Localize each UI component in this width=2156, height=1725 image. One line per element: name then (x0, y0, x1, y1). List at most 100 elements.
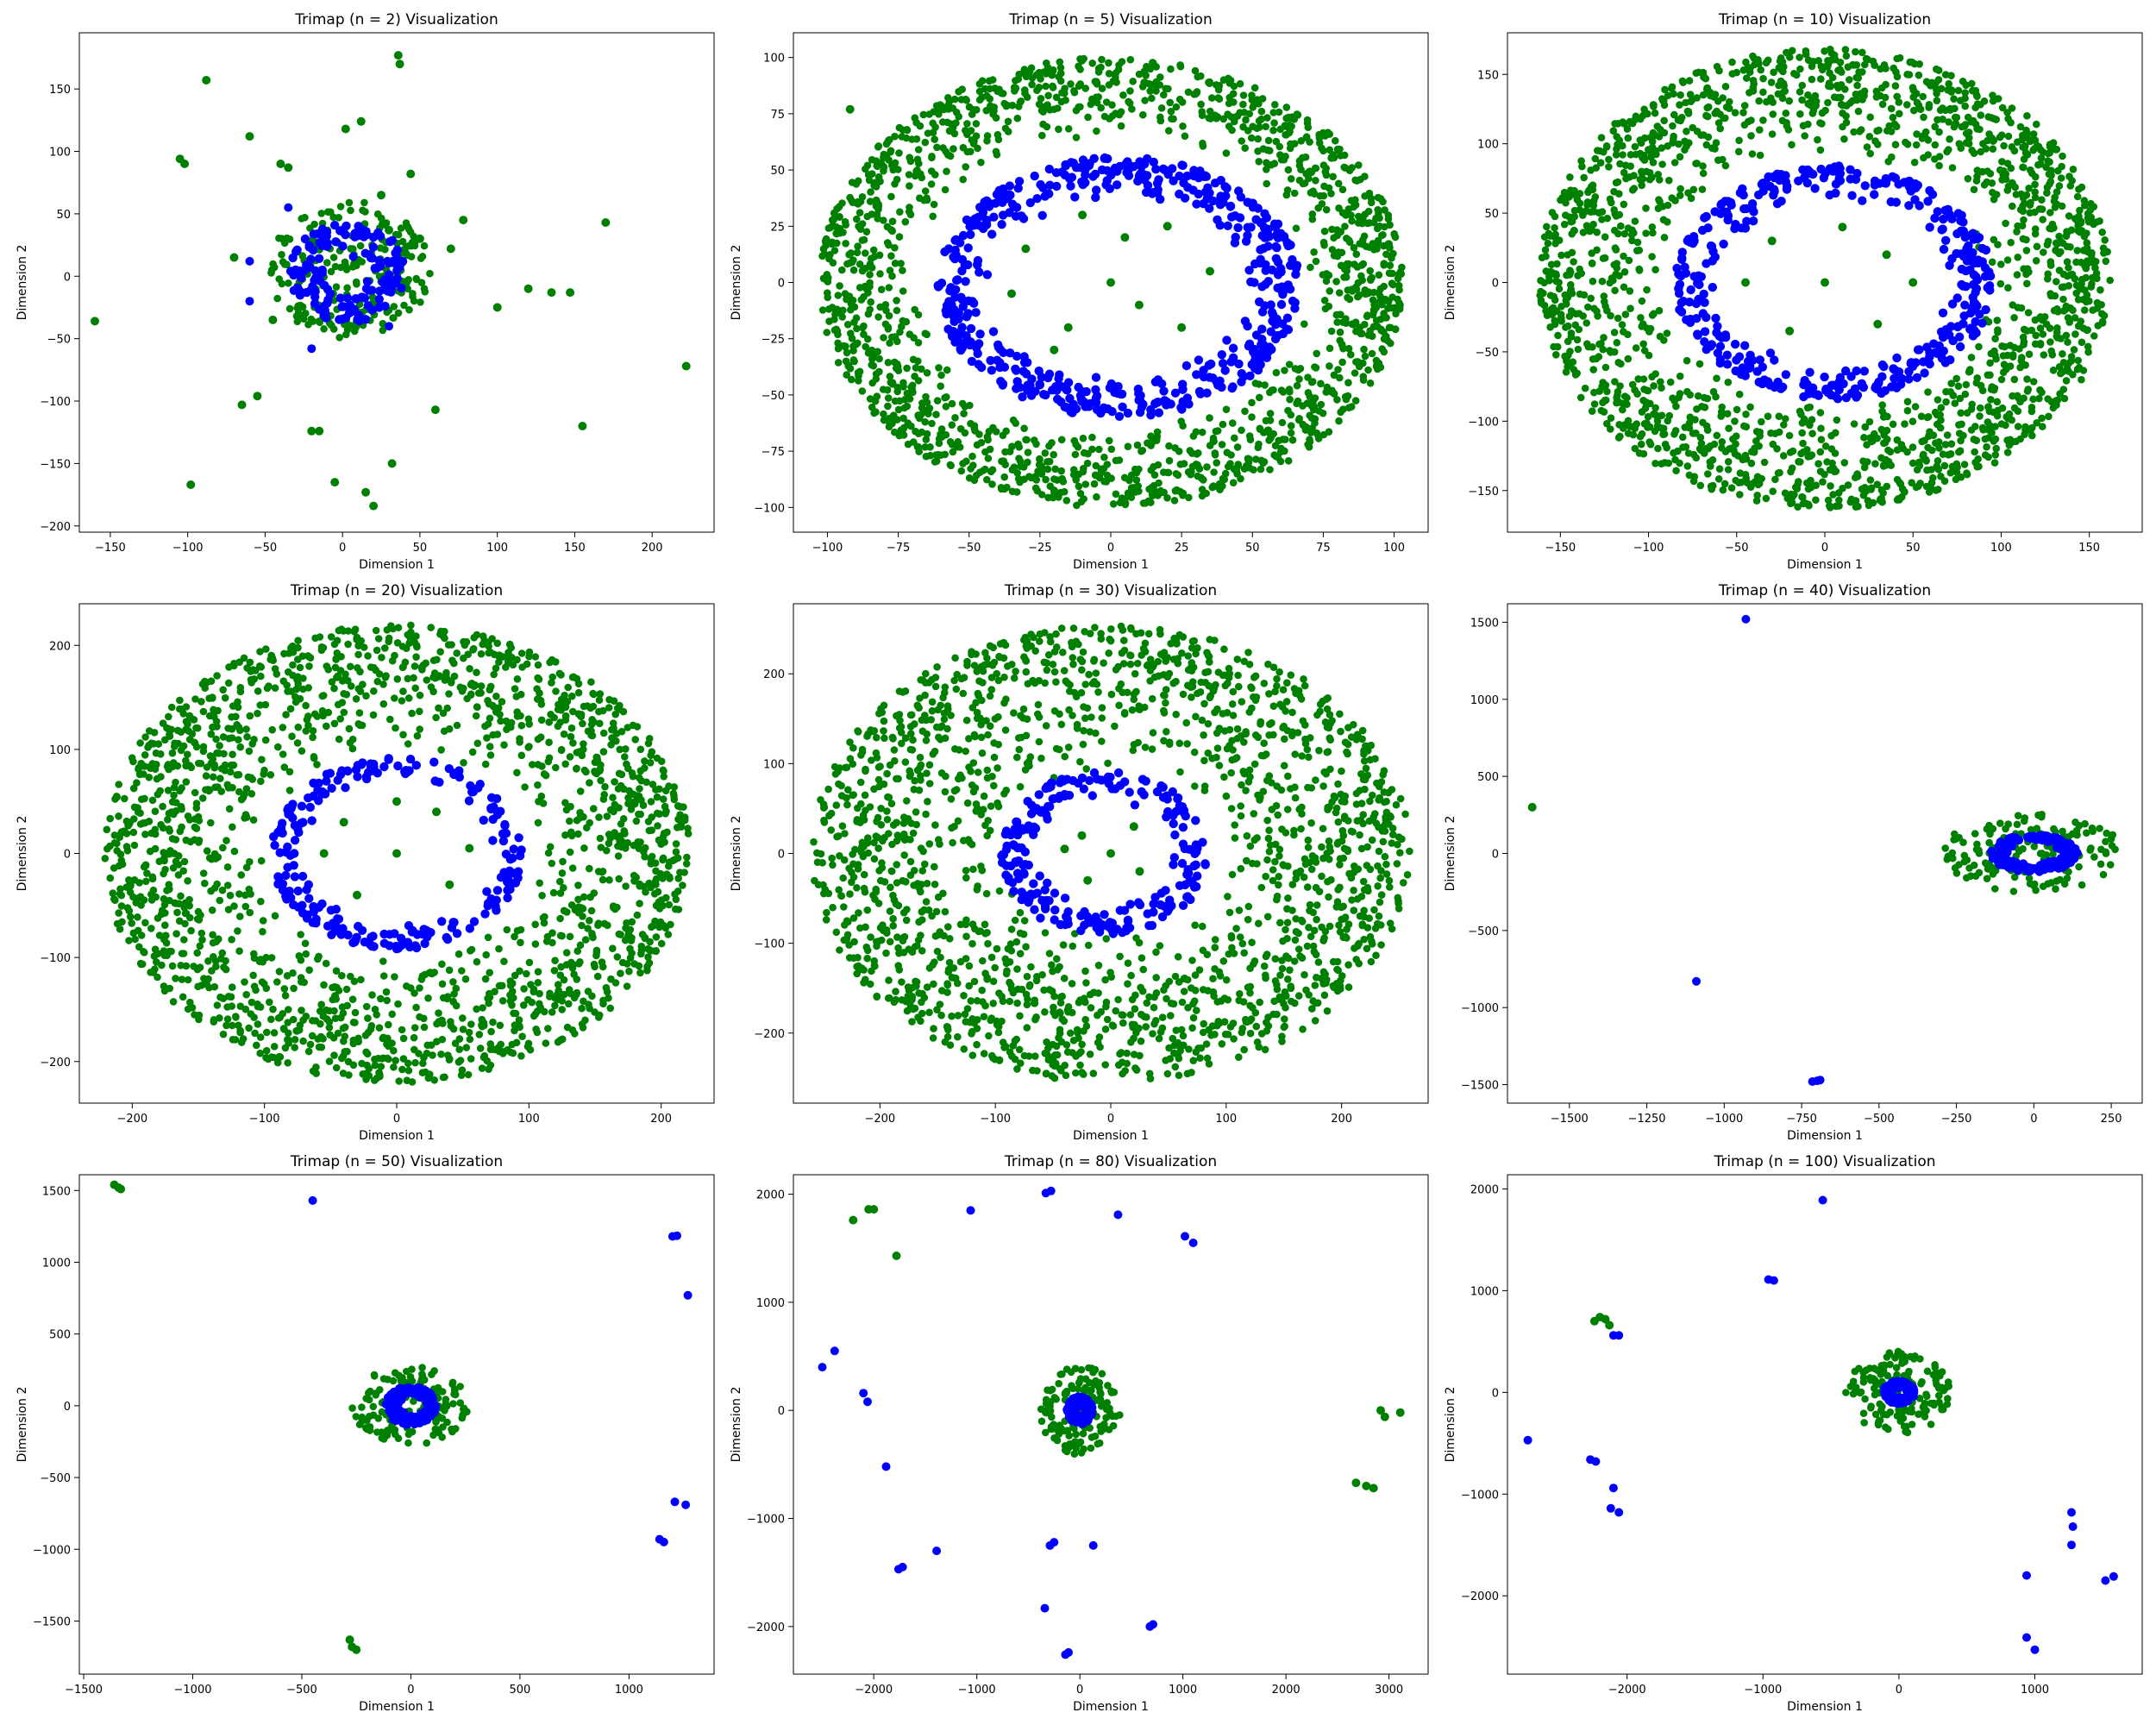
outer-point (898, 323, 906, 331)
outer-point (1163, 468, 1172, 477)
outer-point (2077, 317, 2084, 325)
outer-point (1744, 63, 1752, 72)
inner-point (1752, 367, 1762, 376)
outer-point (1971, 86, 1980, 95)
outer-point (2025, 268, 2033, 276)
outer-point (1576, 190, 1584, 198)
outer-point (1915, 71, 1923, 79)
outer-point (928, 153, 936, 160)
inner-point (1226, 357, 1236, 367)
outer-point (983, 137, 991, 145)
outer-point (1817, 62, 1826, 71)
outer-point (1225, 122, 1233, 130)
outer-point (928, 419, 936, 428)
outer-point (1320, 297, 1329, 304)
outer-point (1088, 433, 1096, 442)
inner-point (1266, 327, 1276, 336)
inner-point (1772, 199, 1783, 209)
inner-point (956, 238, 965, 248)
outer-point (1574, 272, 1582, 279)
outer-point (1682, 98, 1689, 107)
outer-point (1344, 293, 1351, 302)
inner-point (957, 295, 967, 304)
outer-point (1804, 100, 1812, 108)
y-tick-label: 150 (49, 84, 71, 97)
outer-point (1779, 452, 1788, 460)
outer-point (877, 285, 886, 294)
outer-point (1562, 300, 1570, 308)
outer-point (1587, 294, 1595, 303)
outer-point (842, 240, 849, 248)
outer-point (1327, 190, 1335, 198)
outer-point (1636, 149, 1645, 158)
inner-point (1078, 155, 1088, 165)
outer-point (2044, 395, 2052, 403)
outer-point (2047, 224, 2056, 233)
outer-point (1741, 451, 1750, 460)
inner-point (1882, 176, 1891, 185)
inner-point (1802, 179, 1812, 188)
y-tick-label: 0 (778, 278, 785, 291)
outer-point (1661, 440, 1670, 448)
outer-point (1620, 268, 1629, 276)
outer-point (1095, 445, 1103, 454)
outer-point (2039, 423, 2046, 430)
outer-point (1007, 289, 1016, 298)
inner-point (949, 311, 958, 321)
outer-point (1808, 62, 1816, 71)
outer-point (1783, 48, 1790, 57)
outer-point (497, 717, 505, 725)
outer-point (1640, 154, 1648, 163)
outer-point (1185, 493, 1193, 502)
outer-point (1564, 362, 1571, 371)
outer-point (1934, 466, 1943, 474)
inner-point (1716, 200, 1726, 210)
outer-point (1663, 329, 1671, 337)
outer-point (1665, 411, 1674, 420)
outer-point (1619, 151, 1626, 159)
outer-point (2035, 394, 2043, 403)
outer-point (1311, 419, 1319, 427)
outer-point (1759, 116, 1767, 124)
outer-point (1626, 151, 1635, 159)
outer-point (1348, 216, 1356, 225)
outer-point (1993, 317, 2002, 324)
outer-point (1991, 335, 1999, 343)
outer-point (1860, 463, 1869, 472)
outer-point (302, 310, 310, 317)
outer-point (1039, 108, 1047, 116)
inner-point (1159, 386, 1169, 396)
outer-point (2013, 271, 2021, 279)
outer-point (2071, 215, 2079, 223)
outer-point (1798, 492, 1806, 501)
outer-point (899, 267, 906, 274)
outer-point (1287, 429, 1295, 437)
outer-point (1080, 495, 1087, 503)
outer-point (930, 200, 938, 209)
outer-point (377, 191, 385, 200)
outer-point (2025, 350, 2034, 359)
outer-point (1986, 359, 1994, 367)
inner-point (1731, 366, 1740, 376)
outer-point (929, 119, 937, 128)
outer-point (1814, 57, 1822, 65)
outer-point (1768, 130, 1777, 138)
outer-point (2023, 327, 2031, 335)
inner-point (1177, 160, 1187, 170)
outer-point (1339, 405, 1347, 413)
outer-point (872, 408, 880, 417)
outer-point (1827, 482, 1834, 490)
inner-point (958, 230, 968, 241)
outer-point (868, 210, 876, 218)
inner-point (1952, 293, 1962, 303)
inner-point (1678, 297, 1689, 306)
inner-point (1032, 194, 1042, 204)
outer-point (1893, 92, 1901, 101)
outer-point (1659, 216, 1668, 224)
inner-point (1941, 235, 1951, 245)
outer-point (1997, 420, 2006, 428)
outer-point (830, 216, 837, 224)
outer-point (1689, 450, 1698, 459)
outer-point (1896, 480, 1905, 488)
outer-point (2083, 291, 2091, 299)
